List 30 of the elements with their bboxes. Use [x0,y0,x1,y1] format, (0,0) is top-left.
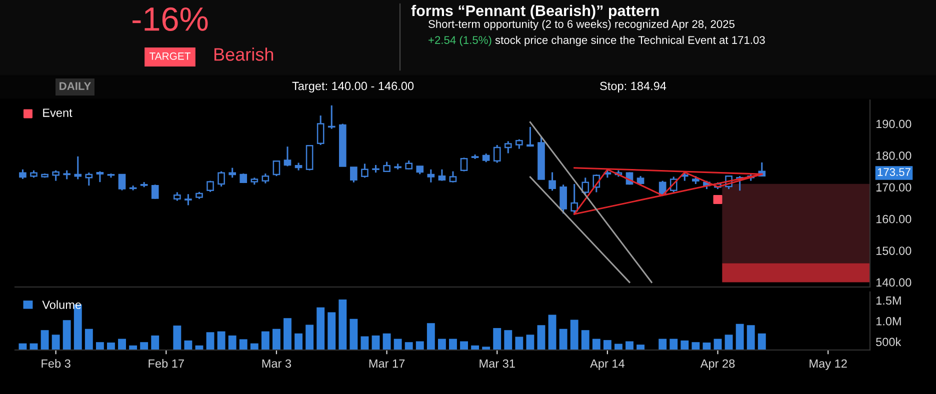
x-tick-label: Mar 31 [480,359,515,368]
y-tick-label: 1.5M [876,296,901,305]
y-tick-label: 170.00 [876,183,912,192]
text: stock price change since the Technical Event at 171.03 [495,36,765,46]
x-tick-label: Apr 28 [700,359,735,370]
text: Target: 140.00 - 146.00 [292,82,414,92]
y-tick-label: 1.0M [876,317,901,326]
text: Short-term opportunity (2 to 6 weeks) recognized Apr 28, 2025 [428,20,734,30]
y-tick-label: 500k [876,337,902,346]
y-tick-label: 180.00 [876,152,912,160]
y-tick-label: 160.00 [876,214,912,224]
text: -16% [132,7,208,31]
x-tick-label: Apr 14 [590,359,624,370]
y-tick-label: 140.00 [876,278,912,287]
text: +2.54 (1.5%) [428,36,492,46]
legend-label: Event [43,108,72,117]
chart-title: forms “Pennant (Bearish)” pattern [411,4,659,20]
x-tick-label: Mar 3 [262,359,292,368]
y-tick-label: 190.00 [876,120,912,128]
text: Bearish [214,48,274,61]
y-tick-label: 150.00 [876,246,912,255]
text: 173.57 [878,168,910,176]
text: TARGET [149,52,190,60]
x-tick-label: Feb 17 [148,359,184,368]
x-tick-label: Mar 17 [369,359,405,368]
text: DAILY [60,82,91,90]
legend-label: Volume [42,300,82,309]
text: Stop: 184.94 [600,82,666,92]
x-tick-label: May 12 [810,359,847,370]
x-tick-label: Feb 3 [42,359,70,368]
